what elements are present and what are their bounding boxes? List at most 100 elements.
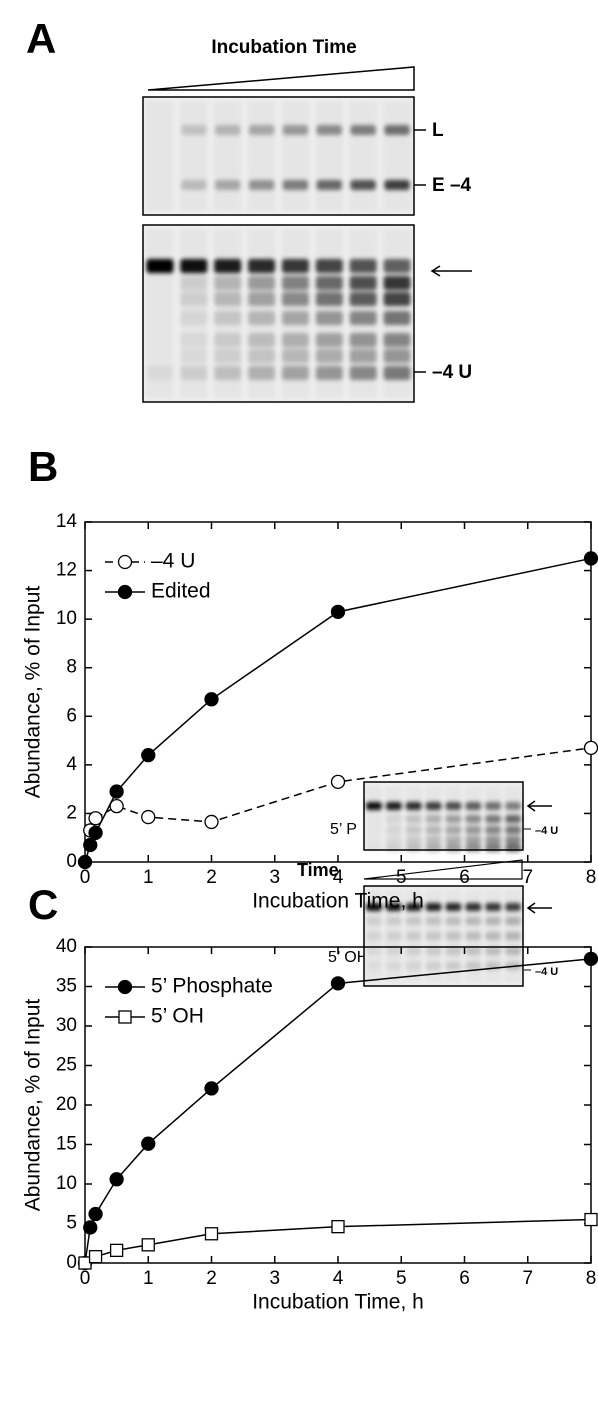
marker	[141, 809, 156, 825]
marker	[88, 811, 103, 826]
gel-lane	[281, 101, 309, 211]
y-tick-label: 2	[66, 802, 77, 823]
x-tick-label: 1	[143, 1268, 154, 1289]
marker	[204, 814, 219, 830]
gel-lane	[248, 101, 276, 211]
legend-label: –4 U	[151, 550, 195, 573]
marker	[88, 1250, 103, 1264]
y-tick-label: 25	[56, 1055, 77, 1076]
y-axis-label: Abundance, % of Input	[22, 586, 45, 799]
legend-label: 5’ OH	[151, 1005, 204, 1028]
y-tick-label: 40	[56, 936, 77, 957]
gel-lane	[383, 101, 411, 211]
marker	[109, 784, 124, 799]
marker	[83, 837, 98, 853]
x-tick-label: 7	[522, 1268, 533, 1289]
arrow-head	[526, 800, 536, 812]
x-tick-label: 5	[396, 867, 407, 888]
marker	[109, 1243, 124, 1258]
band-label: –4 U	[432, 362, 472, 383]
gel-lane	[146, 229, 174, 398]
inset-row-label: 5’ OH	[328, 949, 368, 966]
marker	[583, 551, 598, 566]
gel-title: Incubation Time	[211, 37, 356, 58]
x-axis-label: Incubation Time, h	[252, 1291, 424, 1314]
gel-lane	[146, 101, 174, 211]
gel-lane	[315, 101, 343, 211]
y-tick-label: 20	[56, 1094, 77, 1115]
x-tick-label: 4	[333, 867, 344, 888]
gel-lane	[248, 229, 276, 398]
gel-lane	[315, 229, 343, 398]
band-label: L	[432, 120, 444, 141]
legend-marker	[117, 584, 133, 600]
x-tick-label: 8	[586, 1268, 597, 1289]
marker	[204, 1081, 219, 1096]
x-tick-label: 1	[143, 867, 154, 888]
x-tick-label: 2	[206, 867, 217, 888]
gel-lane	[405, 890, 422, 982]
marker	[83, 1220, 98, 1235]
x-tick-label: 7	[522, 867, 533, 888]
y-tick-label: 5	[66, 1213, 77, 1234]
gel-bands	[365, 786, 522, 852]
gel-lane	[505, 786, 522, 846]
y-tick-label: 0	[66, 851, 77, 872]
gel-lane	[385, 786, 402, 846]
gel-lane	[485, 890, 502, 982]
gel-lane	[365, 890, 382, 982]
marker	[141, 1238, 155, 1252]
gel-lane	[425, 890, 442, 982]
y-tick-label: 6	[66, 705, 77, 726]
y-tick-label: 4	[66, 754, 77, 775]
gel-bands	[146, 229, 411, 398]
marker	[331, 1220, 345, 1234]
gel-lane	[180, 101, 208, 211]
marker	[109, 1172, 124, 1187]
legend-marker	[118, 1010, 132, 1024]
marker	[583, 740, 598, 756]
marker	[109, 798, 124, 814]
x-tick-label: 6	[459, 1268, 470, 1289]
inset-band-label: –4 U	[535, 825, 558, 837]
marker	[204, 1227, 219, 1241]
gel-bands	[365, 890, 522, 982]
marker	[330, 604, 346, 620]
gel-lane	[214, 229, 242, 398]
x-tick-label: 6	[459, 867, 470, 888]
inset-row-label: 5’ P	[330, 821, 357, 838]
arrow-head	[430, 265, 441, 277]
marker	[584, 1212, 598, 1227]
legend-label: 5’ Phosphate	[151, 975, 273, 998]
y-tick-label: 15	[56, 1134, 77, 1155]
x-tick-label: 4	[333, 1268, 344, 1289]
gel-lane	[465, 890, 482, 982]
gel-bands	[146, 101, 411, 211]
gel-lane	[505, 890, 522, 982]
legend-label: Edited	[151, 580, 211, 603]
wedge	[363, 859, 523, 880]
gel-lane	[180, 229, 208, 398]
gel-lane	[405, 786, 422, 846]
gel-lane	[281, 229, 309, 398]
gel-lane	[214, 101, 242, 211]
y-tick-label: 10	[56, 608, 77, 629]
marker	[77, 854, 93, 870]
inset-time-label: Time	[297, 860, 339, 880]
marker	[583, 951, 598, 966]
x-axis-label: Incubation Time, h	[252, 890, 424, 913]
gel-lane	[445, 890, 462, 982]
gel-lane	[465, 786, 482, 846]
panel-label: C	[28, 881, 58, 928]
arrow-head	[526, 902, 536, 914]
x-tick-label: 5	[396, 1268, 407, 1289]
inset-band-label: –4 U	[535, 966, 558, 978]
gel-lane	[349, 101, 377, 211]
gel-lane	[349, 229, 377, 398]
y-tick-label: 0	[66, 1252, 77, 1273]
marker	[204, 692, 219, 707]
legend-marker	[117, 554, 133, 570]
panel-label: A	[26, 15, 56, 62]
